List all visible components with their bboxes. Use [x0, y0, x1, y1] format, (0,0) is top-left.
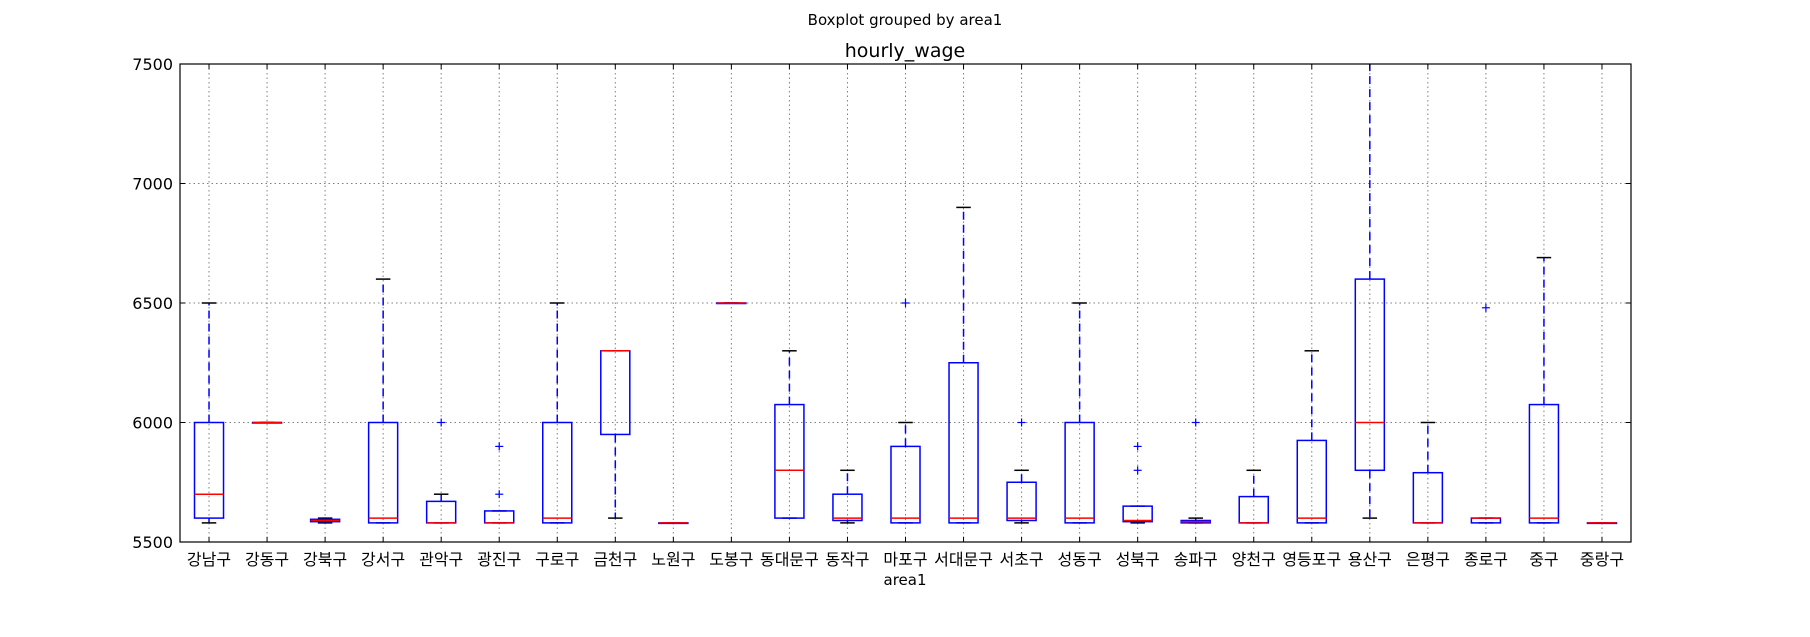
iqr-box — [1006, 481, 1037, 522]
x-tick-label: 도봉구 — [709, 550, 753, 569]
x-tick-label: 마포구 — [883, 550, 927, 569]
x-tick-label: 송파구 — [1174, 550, 1218, 569]
iqr-box — [890, 445, 921, 524]
x-tick-label: 강남구 — [187, 550, 231, 569]
x-tick-label: 노원구 — [651, 550, 695, 569]
box-동작구 — [832, 469, 863, 524]
box-은평구 — [1412, 421, 1444, 524]
iqr-box — [1528, 403, 1560, 524]
box-성동구 — [1064, 302, 1095, 524]
x-tick-label: 서대문구 — [934, 550, 993, 569]
box-용산구 — [1354, 64, 1386, 519]
iqr-box — [367, 421, 399, 524]
x-tick-label: 종로구 — [1464, 550, 1508, 569]
x-tick-label: 중구 — [1529, 550, 1558, 569]
y-tick-label: 7000 — [132, 175, 173, 194]
x-tick-label: 영등포구 — [1282, 550, 1341, 569]
box-관악구 — [425, 418, 457, 524]
x-tick-label: 강북구 — [303, 550, 347, 569]
box-성북구 — [1122, 442, 1153, 524]
figure-suptitle: Boxplot grouped by area1 — [808, 11, 1003, 29]
box-중랑구 — [1586, 522, 1618, 525]
box-강동구 — [251, 421, 283, 424]
box-강북구 — [309, 517, 341, 524]
y-tick-label: 6500 — [132, 294, 173, 313]
chart-title: hourly_wage — [845, 40, 965, 62]
x-tick-label: 양천구 — [1232, 550, 1276, 569]
x-tick-label: 강동구 — [245, 550, 289, 569]
box-광진구 — [483, 442, 515, 524]
box-마포구 — [890, 299, 921, 524]
x-tick-label: 성북구 — [1116, 550, 1160, 569]
box-강남구 — [193, 302, 225, 524]
box-도봉구 — [716, 302, 747, 305]
x-tick-label: 용산구 — [1348, 550, 1392, 569]
iqr-box — [832, 493, 863, 522]
box-금천구 — [600, 350, 631, 519]
x-axis-label: area1 — [884, 571, 927, 589]
box-종로구 — [1470, 303, 1502, 524]
x-tick-label: 금천구 — [593, 550, 637, 569]
iqr-box — [1064, 421, 1095, 524]
x-tick-label: 강서구 — [361, 550, 405, 569]
x-tick-label: 동대문구 — [760, 550, 819, 569]
box-영등포구 — [1296, 350, 1328, 524]
y-tick-label: 5500 — [132, 533, 173, 552]
box-강서구 — [367, 278, 399, 524]
x-tick-label: 은평구 — [1406, 550, 1450, 569]
box-동대문구 — [774, 350, 805, 519]
x-tick-label: 관악구 — [419, 550, 463, 569]
box-양천구 — [1238, 469, 1269, 524]
boxes — [193, 64, 1618, 525]
x-tick-label: 성동구 — [1058, 550, 1102, 569]
iqr-box — [1122, 505, 1153, 523]
x-tick-label: 광진구 — [477, 550, 521, 569]
box-서초구 — [1006, 418, 1037, 524]
iqr-box — [483, 510, 515, 524]
iqr-box — [774, 403, 805, 519]
y-tick-label: 7500 — [132, 55, 173, 74]
iqr-box — [542, 421, 573, 524]
x-tick-label: 중랑구 — [1580, 550, 1624, 569]
iqr-box — [193, 421, 225, 519]
x-tick-label: 서초구 — [999, 550, 1043, 569]
box-구로구 — [542, 302, 573, 524]
x-axis-ticks: 강남구 강동구 강북구 강서구 관악구 광진구 구로구 금천구 노원구 도봉구 동대문구 동작구 마포구… — [187, 64, 1624, 569]
iqr-box — [1296, 439, 1328, 524]
box-노원구 — [658, 522, 689, 525]
iqr-box — [1354, 278, 1386, 472]
x-tick-label: 구로구 — [535, 550, 579, 569]
box-서대문구 — [948, 206, 979, 524]
y-axis-ticks: 5500 6000 6500 7000 7500 — [132, 55, 1631, 552]
box-중구 — [1528, 256, 1560, 524]
iqr-box — [948, 362, 979, 524]
box-송파구 — [1180, 418, 1211, 524]
y-tick-label: 6000 — [132, 414, 173, 433]
x-tick-label: 동작구 — [825, 550, 869, 569]
